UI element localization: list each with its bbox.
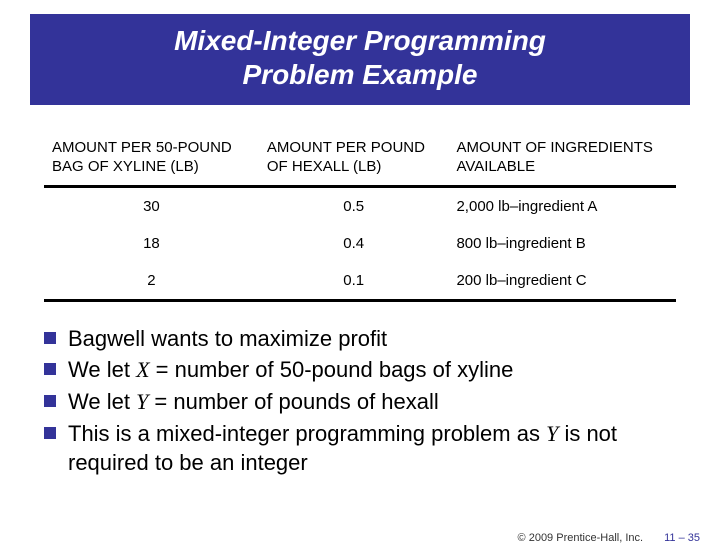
slide-footer: © 2009 Prentice-Hall, Inc. 11 – 35 <box>518 532 700 544</box>
cell-available: 200 lb–ingredient C <box>448 262 676 301</box>
title-line2: Problem Example <box>243 59 478 90</box>
copyright-text: © 2009 Prentice-Hall, Inc. <box>518 532 644 544</box>
table-row: 2 0.1 200 lb–ingredient C <box>44 262 676 301</box>
cell-available: 800 lb–ingredient B <box>448 225 676 262</box>
cell-hexall: 0.5 <box>259 186 449 225</box>
cell-hexall: 0.4 <box>259 225 449 262</box>
bullet-text-pre: We let <box>68 389 136 414</box>
bullet-text: Bagwell wants to maximize profit <box>68 326 387 351</box>
bullet-item: This is a mixed-integer programming prob… <box>40 419 680 478</box>
ingredients-table: AMOUNT PER 50-POUND BAG OF XYLINE (LB) A… <box>44 133 676 302</box>
variable-y: Y <box>546 421 558 446</box>
bullet-text-post: = number of 50-pound bags of xyline <box>150 357 514 382</box>
table-header-row: AMOUNT PER 50-POUND BAG OF XYLINE (LB) A… <box>44 133 676 186</box>
bullet-item: We let Y = number of pounds of hexall <box>40 387 680 417</box>
cell-xyline: 30 <box>44 186 259 225</box>
table-row: 30 0.5 2,000 lb–ingredient A <box>44 186 676 225</box>
bullet-item: We let X = number of 50-pound bags of xy… <box>40 355 680 385</box>
slide-title: Mixed-Integer Programming Problem Exampl… <box>50 24 670 91</box>
cell-available: 2,000 lb–ingredient A <box>448 186 676 225</box>
cell-hexall: 0.1 <box>259 262 449 301</box>
col-header-xyline: AMOUNT PER 50-POUND BAG OF XYLINE (LB) <box>44 133 259 186</box>
bullet-item: Bagwell wants to maximize profit <box>40 324 680 354</box>
col-header-hexall: AMOUNT PER POUND OF HEXALL (LB) <box>259 133 449 186</box>
ingredients-table-wrap: AMOUNT PER 50-POUND BAG OF XYLINE (LB) A… <box>44 133 676 302</box>
page-number: 11 – 35 <box>664 532 700 544</box>
bullet-text-pre: This is a mixed-integer programming prob… <box>68 421 546 446</box>
cell-xyline: 18 <box>44 225 259 262</box>
col-header-available: AMOUNT OF INGREDIENTS AVAILABLE <box>448 133 676 186</box>
title-line1: Mixed-Integer Programming <box>174 25 546 56</box>
bullet-list: Bagwell wants to maximize profit We let … <box>40 324 680 478</box>
variable-y: Y <box>136 389 148 414</box>
bullet-text-pre: We let <box>68 357 136 382</box>
bullet-text-post: = number of pounds of hexall <box>148 389 438 414</box>
title-banner: Mixed-Integer Programming Problem Exampl… <box>30 14 690 105</box>
variable-x: X <box>136 357 149 382</box>
cell-xyline: 2 <box>44 262 259 301</box>
table-row: 18 0.4 800 lb–ingredient B <box>44 225 676 262</box>
